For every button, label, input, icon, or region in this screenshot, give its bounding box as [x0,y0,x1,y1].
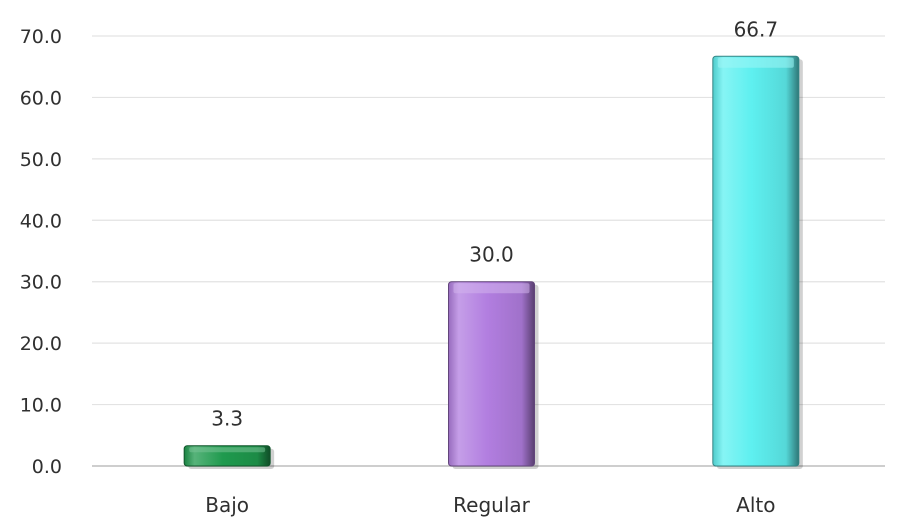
y-tick-label: 20.0 [20,333,62,355]
category-label-alto: Alto [736,493,775,517]
y-tick-label: 60.0 [20,87,62,109]
y-tick-label: 70.0 [20,26,62,48]
y-tick-label: 0.0 [32,456,62,478]
y-tick-label: 30.0 [20,272,62,294]
bar-bajo [184,446,274,469]
y-axis-tick-labels: 0.0 10.0 20.0 30.0 40.0 50.0 60.0 70.0 [20,26,62,478]
x-axis-category-labels: Bajo Regular Alto [205,493,775,517]
bar-alto [713,56,803,469]
data-label-alto: 66.7 [734,17,779,41]
bar-top-bevel [718,58,794,68]
bar-top-bevel [189,447,265,452]
bar-rect [713,56,799,466]
y-tick-label: 10.0 [20,395,62,417]
y-tick-label: 40.0 [20,210,62,232]
category-label-regular: Regular [453,493,530,517]
bar-regular [449,282,539,469]
data-label-regular: 30.0 [469,243,514,267]
category-label-bajo: Bajo [205,493,249,517]
y-tick-label: 50.0 [20,149,62,171]
bar-top-bevel [454,283,530,293]
bar-rect [449,282,535,466]
data-label-bajo: 3.3 [211,407,243,431]
